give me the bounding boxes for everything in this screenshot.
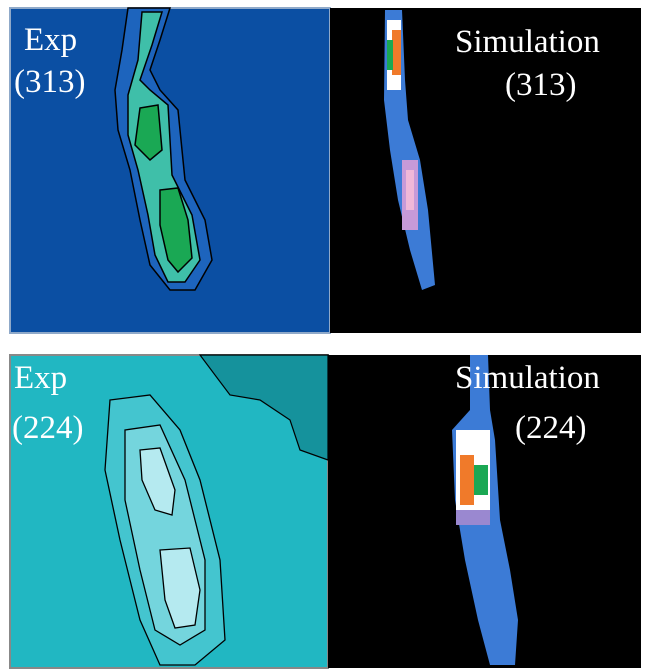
panel-label: Simulation	[455, 360, 600, 396]
panel-exp-313: Exp (313)	[10, 8, 330, 333]
intensity-peak	[474, 465, 488, 495]
intensity-peak	[392, 30, 401, 75]
panel-exp-224: Exp (224)	[10, 355, 328, 668]
panel-label: (313)	[14, 64, 85, 100]
panel-label: (224)	[12, 410, 83, 446]
panel-label: Exp	[14, 360, 67, 396]
panel-label: (224)	[515, 410, 586, 446]
intensity-blob	[456, 510, 490, 525]
panel-sim-224: Simulation (224)	[328, 355, 641, 668]
figure: Exp (313) Simulation (313) Exp (224) Sim…	[0, 0, 645, 670]
intensity-peak	[387, 40, 393, 70]
panel-label: Simulation	[455, 24, 600, 60]
intensity-peak	[460, 455, 474, 505]
panel-label: Exp	[24, 22, 77, 58]
panel-label: (313)	[505, 67, 576, 103]
intensity-blob	[406, 170, 414, 210]
panel-sim-313: Simulation (313)	[330, 8, 641, 333]
